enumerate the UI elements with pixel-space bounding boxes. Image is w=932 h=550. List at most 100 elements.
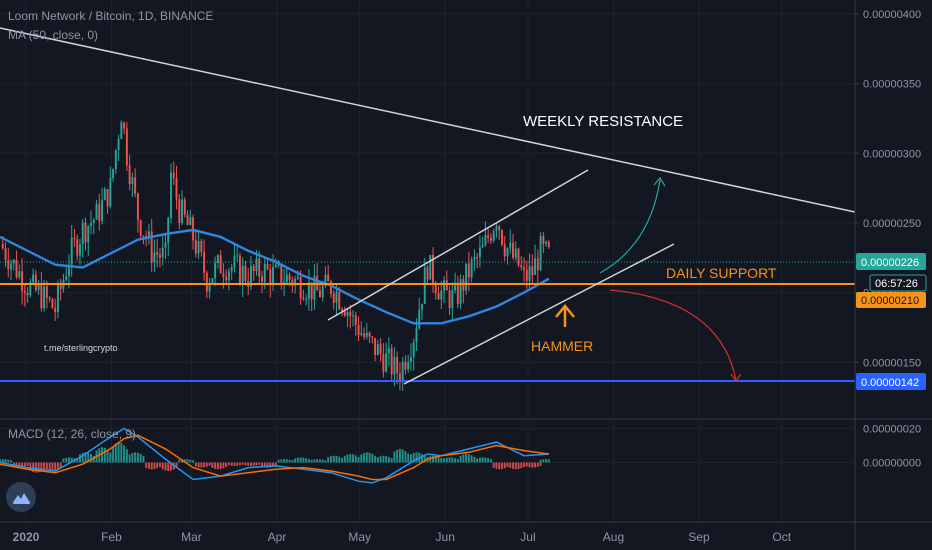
macd-histogram-bar bbox=[252, 462, 255, 466]
macd-histogram-bar bbox=[139, 453, 142, 463]
macd-histogram-bar bbox=[183, 459, 186, 463]
macd-histogram-bar bbox=[501, 462, 503, 470]
candle-body bbox=[101, 199, 104, 221]
candle-body bbox=[445, 280, 448, 291]
macd-histogram-bar bbox=[87, 452, 90, 463]
symbol-legend[interactable]: Loom Network / Bitcoin, 1D, BINANCE bbox=[8, 9, 213, 23]
weekly-resistance-label: WEEKLY RESISTANCE bbox=[523, 113, 683, 130]
macd-histogram-bar bbox=[159, 462, 161, 467]
bullish-arrow bbox=[599, 179, 661, 274]
macd-histogram-bar bbox=[272, 462, 275, 467]
macd-histogram-bar bbox=[103, 447, 106, 463]
target-price-badge: 0.00000142 bbox=[856, 373, 926, 390]
candle-body bbox=[528, 266, 531, 281]
candle-body bbox=[407, 362, 410, 370]
candle-body bbox=[517, 248, 520, 266]
candle-body bbox=[76, 239, 79, 256]
candle-body bbox=[470, 259, 473, 278]
macd-histogram-bar bbox=[489, 459, 492, 463]
macd-histogram-bar bbox=[443, 458, 446, 463]
candle-body bbox=[142, 235, 145, 237]
candle-body bbox=[34, 274, 37, 291]
macd-histogram-bar bbox=[357, 456, 360, 463]
candle-body bbox=[18, 271, 21, 278]
time-axis[interactable]: 2020 Feb Mar Apr May Jun Jul Aug Sep Oct bbox=[13, 530, 792, 544]
candle-body bbox=[67, 264, 70, 277]
candle-body bbox=[37, 285, 40, 291]
macd-histogram-bar bbox=[346, 454, 349, 463]
macd-histogram-bar bbox=[517, 462, 520, 470]
candle-body bbox=[443, 280, 446, 291]
candle-body bbox=[252, 265, 255, 272]
macd-histogram-bar bbox=[269, 462, 272, 468]
candle-body bbox=[84, 222, 87, 243]
macd-histogram-bar bbox=[327, 457, 330, 463]
macd-histogram-bar bbox=[120, 442, 123, 463]
macd-histogram-bar bbox=[197, 462, 200, 468]
macd-histogram-bar bbox=[296, 457, 299, 463]
candle-body bbox=[299, 277, 302, 299]
candle-body bbox=[32, 274, 35, 283]
x-tick-label: Mar bbox=[181, 530, 202, 544]
candle-body bbox=[4, 248, 7, 261]
macd-histogram-bar bbox=[456, 459, 459, 463]
candle-body bbox=[302, 298, 305, 300]
candle-body bbox=[343, 311, 346, 316]
candle-body bbox=[98, 203, 101, 221]
tradingview-logo[interactable] bbox=[6, 482, 36, 512]
candle-body bbox=[261, 276, 263, 282]
candle-body bbox=[371, 336, 374, 339]
macd-legend[interactable]: MACD (12, 26, close, 9) bbox=[8, 427, 136, 441]
macd-histogram-bar bbox=[227, 462, 230, 466]
candle-body bbox=[492, 230, 495, 241]
macd-histogram-bar bbox=[32, 462, 35, 473]
macd-histogram-bar bbox=[481, 457, 484, 463]
macd-histogram-bar bbox=[147, 462, 150, 469]
macd-histogram-bar bbox=[274, 462, 277, 466]
macd-histogram-bar bbox=[18, 462, 21, 468]
macd-histogram-bar bbox=[29, 462, 32, 471]
macd-histogram-bar bbox=[492, 462, 495, 468]
macd-histogram-bar bbox=[512, 462, 514, 469]
candle-body bbox=[459, 279, 462, 304]
candle-body bbox=[272, 266, 275, 285]
candle-body bbox=[125, 128, 128, 166]
candle-body bbox=[307, 282, 310, 299]
macd-histogram-bar bbox=[506, 462, 509, 467]
macd-histogram-bar bbox=[145, 462, 148, 468]
x-tick-label: Apr bbox=[268, 530, 287, 544]
candle-body bbox=[29, 282, 32, 296]
candle-body bbox=[473, 257, 476, 260]
candle-body bbox=[332, 293, 335, 303]
macd-histogram-bar bbox=[51, 462, 54, 471]
drawings bbox=[0, 27, 856, 385]
macd-histogram-bar bbox=[335, 455, 338, 463]
candle-body bbox=[542, 235, 545, 244]
macd-histogram-bar bbox=[45, 462, 48, 470]
macd-histogram-bar bbox=[368, 452, 371, 463]
candle-body bbox=[136, 193, 139, 221]
candle-body bbox=[498, 226, 501, 231]
last-price-badge: 0.00000226 bbox=[856, 253, 926, 270]
candle-body bbox=[534, 258, 537, 275]
ma-legend[interactable]: MA (50, close, 0) bbox=[8, 28, 98, 42]
macd-histogram-bar bbox=[525, 462, 528, 467]
macd-histogram-bar bbox=[211, 462, 214, 468]
candle-body bbox=[514, 248, 517, 258]
macd-histogram-bar bbox=[445, 457, 448, 463]
candle-body bbox=[114, 150, 117, 170]
macd-histogram-bar bbox=[451, 457, 454, 463]
candle-body bbox=[374, 338, 377, 355]
candle-body bbox=[352, 315, 354, 317]
candle-body bbox=[291, 279, 294, 286]
macd-histogram-bar bbox=[70, 457, 73, 463]
macd-histogram-bar bbox=[54, 462, 57, 471]
candle-body bbox=[244, 265, 247, 282]
svg-text:0.00000142: 0.00000142 bbox=[861, 377, 919, 389]
candle-body bbox=[26, 293, 29, 296]
macd-histogram-bar bbox=[241, 462, 244, 465]
macd-histogram-bar bbox=[404, 451, 407, 463]
symbol-title: Loom Network / Bitcoin, 1D, BINANCE bbox=[8, 9, 214, 23]
candle-body bbox=[153, 252, 156, 263]
